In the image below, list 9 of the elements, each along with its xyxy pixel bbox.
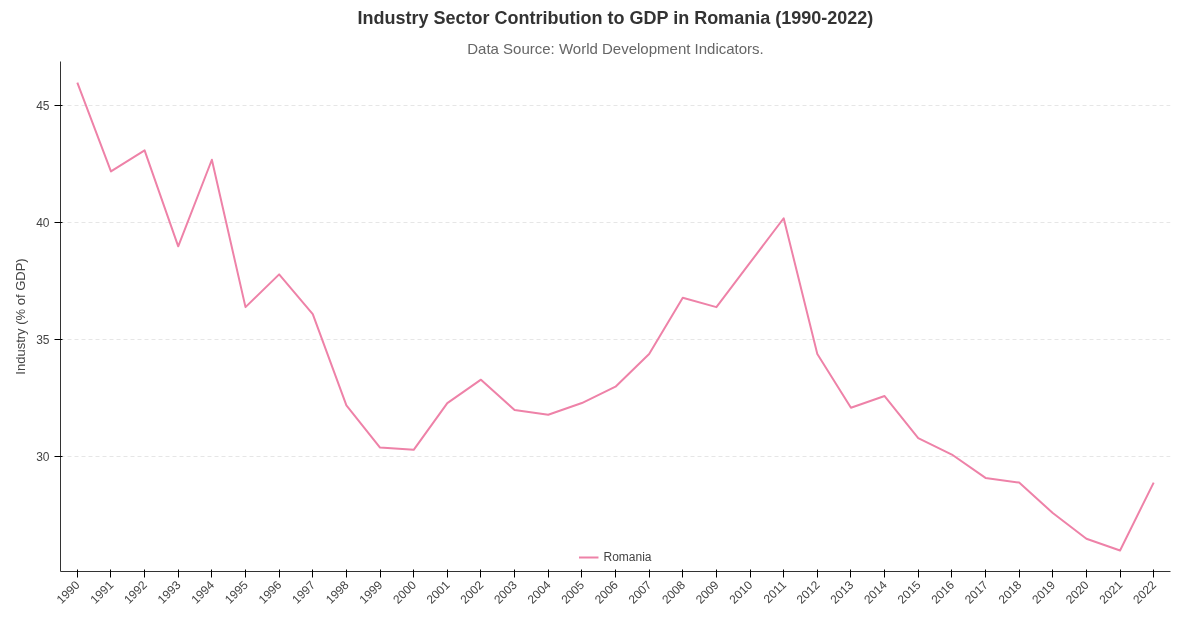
y-tick-label: 45 bbox=[36, 99, 50, 114]
chart-title: Industry Sector Contribution to GDP in Romania (1990-2022) bbox=[357, 7, 874, 28]
y-tick-label: 40 bbox=[36, 216, 50, 231]
legend-label: Romania bbox=[603, 550, 652, 564]
y-tick-label: 30 bbox=[36, 450, 50, 465]
y-axis-title: Industry (% of GDP) bbox=[13, 258, 29, 375]
chart-subtitle: Data Source: World Development Indicators. bbox=[467, 39, 764, 57]
y-tick-label: 35 bbox=[36, 333, 50, 348]
line-series bbox=[76, 81, 1155, 552]
